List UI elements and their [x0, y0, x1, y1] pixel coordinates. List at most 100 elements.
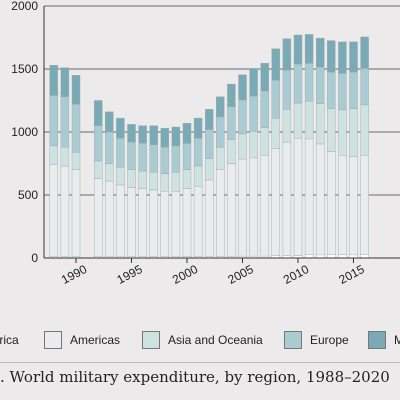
y-tick-label: 0	[31, 251, 38, 265]
legend-swatch	[284, 331, 302, 349]
legend-label: Europe	[310, 333, 349, 347]
legend-item-asia-oceania: Asia and Oceania	[142, 330, 263, 350]
bar-segment	[327, 71, 336, 109]
bar-segment	[204, 109, 214, 130]
bar-segment	[282, 109, 292, 143]
bar-segment	[182, 188, 192, 257]
divider	[0, 362, 400, 363]
bar-segment	[149, 125, 158, 145]
legend-label: Americas	[70, 333, 121, 347]
bar-segment	[93, 178, 103, 257]
axes	[43, 6, 400, 263]
x-tick-label: 2000	[170, 262, 200, 287]
y-tick-label: 500	[18, 188, 38, 202]
bar-segment	[327, 108, 336, 152]
legend-label: Asia and Oceania	[168, 333, 263, 347]
legend-item-europe: Europe	[284, 330, 349, 350]
bar-segment	[260, 90, 269, 128]
bar-segment	[193, 165, 203, 187]
bar-segment	[238, 99, 247, 135]
bar-segment	[293, 138, 303, 256]
bar-segment	[171, 145, 181, 173]
bar-segment	[49, 64, 58, 96]
bar-segment	[271, 80, 280, 119]
legend-swatch	[44, 331, 62, 349]
bar-segment	[304, 138, 314, 255]
bar-segment	[149, 189, 158, 258]
bar-segment	[349, 108, 358, 157]
bar-segment	[138, 188, 147, 257]
bar-segment	[216, 169, 225, 257]
bar-segment	[260, 127, 269, 156]
bar-segment	[116, 167, 125, 186]
bar-segment	[216, 146, 225, 171]
bar-segment	[60, 96, 70, 148]
x-tick-label: 2010	[281, 262, 311, 287]
legend: frica Americas Asia and Oceania Europe M	[0, 324, 400, 358]
bar-segment	[149, 144, 158, 173]
bar-segment	[282, 70, 292, 110]
bar-segment	[238, 133, 247, 160]
bar-segment	[127, 141, 136, 171]
bar-segment	[349, 156, 358, 256]
bar-segment	[127, 187, 136, 257]
bar-segment	[338, 155, 347, 256]
bar-segment	[271, 48, 280, 81]
bar-segment	[316, 66, 325, 104]
x-tick-labels: 1990 1995 2000 2005 2010 2015	[59, 262, 367, 287]
y-tick-label: 1500	[11, 62, 38, 76]
bar-segment	[327, 40, 336, 73]
bar-segment	[160, 190, 170, 257]
bar-segment	[327, 151, 336, 256]
bar-segment	[71, 151, 81, 170]
bar-segment	[338, 109, 347, 156]
bar-segment	[271, 117, 280, 149]
bar-segment	[282, 141, 292, 256]
bar-segment	[304, 100, 314, 140]
y-tick-labels: 0 500 1000 1500 2000	[11, 0, 38, 265]
bar-segment	[105, 163, 114, 182]
bar-segment	[293, 34, 303, 65]
bar-segment	[204, 129, 214, 159]
bar-segment	[182, 169, 192, 189]
bar-segment	[71, 169, 81, 257]
bar-segment	[193, 138, 203, 167]
bar-segment	[227, 139, 236, 164]
x-tick-label: 2015	[337, 262, 367, 287]
bar-segment	[71, 104, 81, 153]
bar-segment	[282, 38, 292, 71]
legend-label: frica	[0, 333, 19, 347]
bar-segment	[316, 103, 325, 145]
bar-segment	[127, 124, 136, 143]
bar-segment	[138, 143, 147, 172]
bar-segment	[182, 143, 192, 171]
bar-segment	[338, 73, 347, 111]
bar-segment	[127, 169, 136, 188]
chart: 0 500 1000 1500 2000 1990 1995 2000 2005 2010 201…	[11, 0, 400, 287]
bar-segment	[304, 63, 314, 102]
bar-segment	[49, 164, 58, 258]
bar-segment	[360, 36, 369, 69]
legend-item-m: M	[368, 330, 400, 350]
bar-segment	[116, 138, 125, 168]
bars	[49, 34, 369, 259]
legend-label: M	[394, 333, 400, 347]
bar-segment	[360, 68, 369, 106]
bar-segment	[204, 158, 214, 181]
bar-segment	[338, 41, 347, 74]
bar-segment	[293, 102, 303, 139]
bar-segment	[238, 158, 247, 257]
bar-segment	[249, 68, 258, 97]
bar-segment	[193, 185, 203, 257]
y-tick-label: 1000	[11, 125, 38, 139]
bar-segment	[171, 190, 181, 257]
bar-segment	[227, 163, 236, 257]
bar-segment	[116, 184, 125, 257]
bar-segment	[93, 160, 103, 179]
legend-swatch	[368, 331, 386, 349]
bar-segment	[260, 63, 269, 92]
bar-segment	[227, 83, 236, 107]
bar-segment	[249, 131, 258, 159]
bar-segment	[249, 157, 258, 257]
figure-caption: . World military expenditure, by region,…	[0, 368, 390, 386]
